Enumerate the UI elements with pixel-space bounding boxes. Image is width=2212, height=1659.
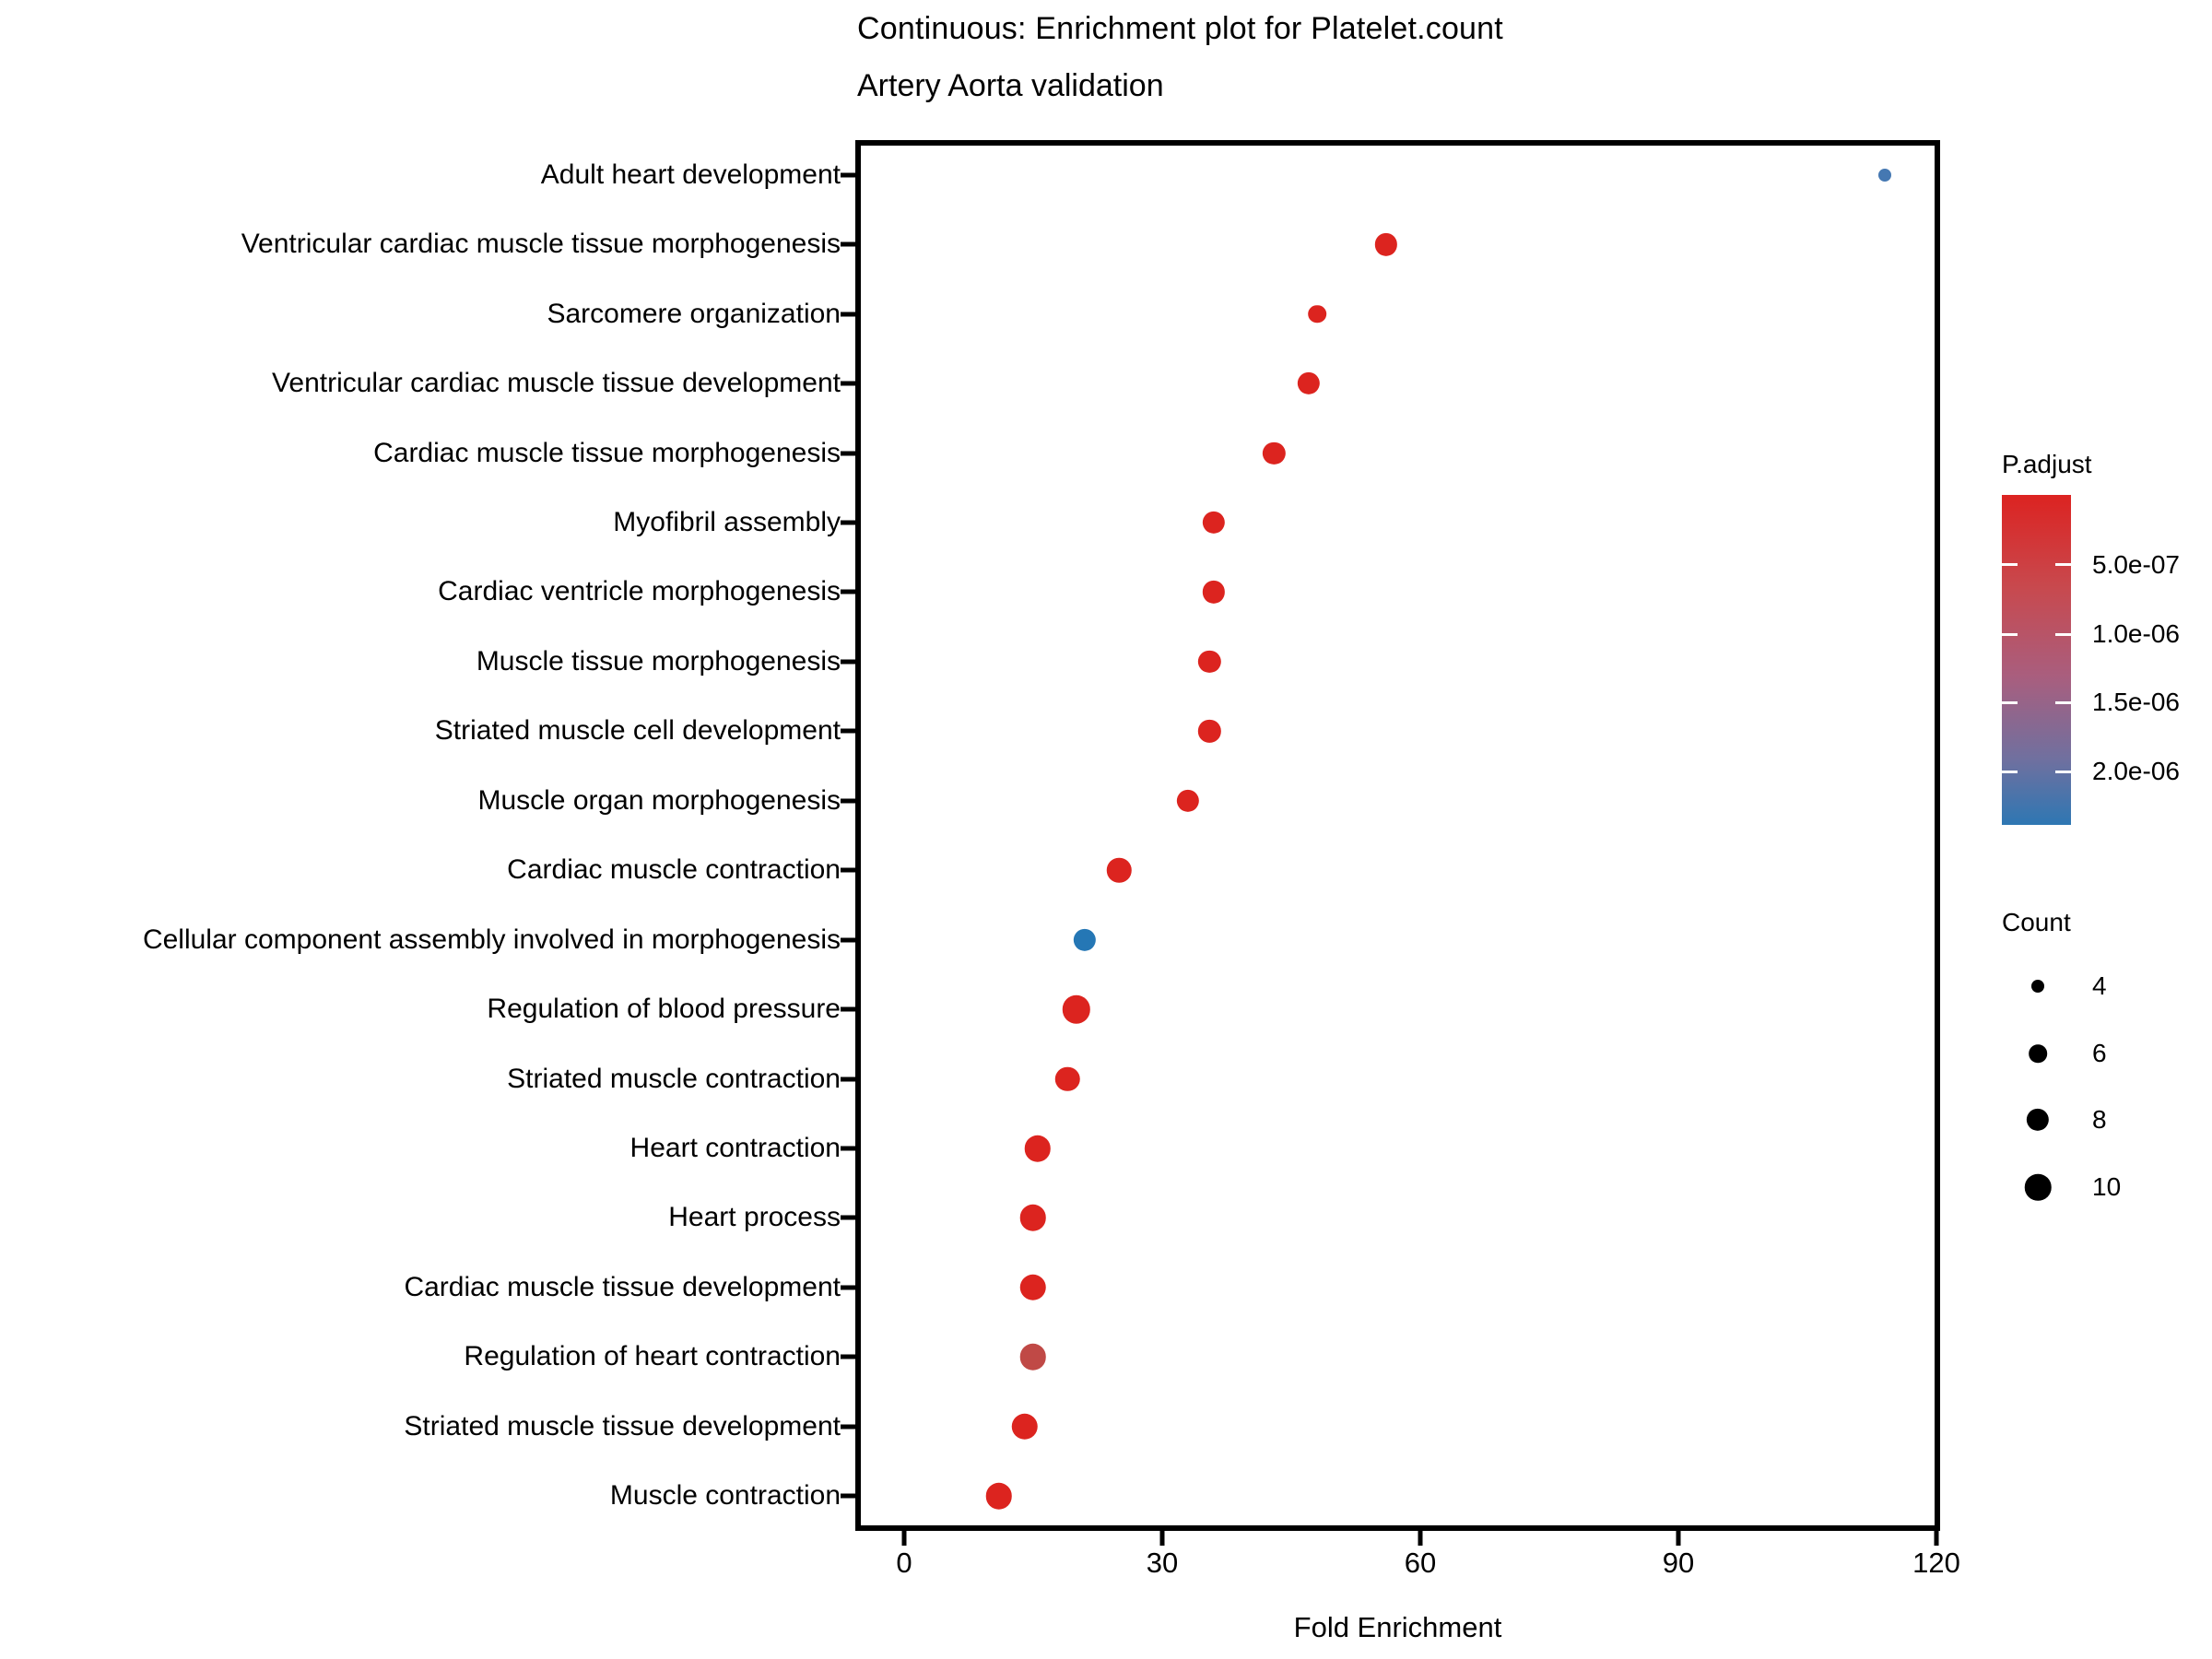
y-axis-tick xyxy=(841,867,855,873)
padjust-legend-title: P.adjust xyxy=(2002,450,2092,478)
data-point xyxy=(1202,511,1226,535)
y-axis-tick xyxy=(841,451,855,456)
y-axis-label: Striated muscle contraction xyxy=(507,1063,841,1094)
y-axis-label: Muscle contraction xyxy=(609,1480,841,1512)
data-point xyxy=(1297,371,1320,395)
count-legend-label: 4 xyxy=(2092,971,2107,1000)
plot-panel xyxy=(855,140,1940,1531)
y-axis-tick xyxy=(841,728,855,734)
colorbar-tick-dash xyxy=(2002,770,2018,773)
y-axis-tick xyxy=(841,1006,855,1012)
x-axis-tick xyxy=(1934,1531,1939,1546)
y-axis-label: Striated muscle tissue development xyxy=(404,1410,841,1441)
count-legend-dot xyxy=(2031,980,2044,993)
padjust-colorbar xyxy=(2002,495,2071,825)
y-axis-label: Ventricular cardiac muscle tissue morpho… xyxy=(241,229,841,260)
data-point xyxy=(1055,1066,1080,1091)
colorbar-tick-dash xyxy=(2002,563,2018,567)
y-axis-tick xyxy=(841,1285,855,1290)
y-axis-tick xyxy=(841,241,855,247)
data-point xyxy=(1374,233,1397,256)
y-axis-tick xyxy=(841,1146,855,1151)
data-point xyxy=(1308,304,1326,324)
x-axis-tick-label: 90 xyxy=(1662,1547,1695,1579)
x-axis-tick-label: 120 xyxy=(1912,1547,1960,1579)
data-point xyxy=(1107,857,1132,883)
data-point xyxy=(1877,168,1891,182)
y-axis-tick xyxy=(841,312,855,317)
y-axis-label: Sarcomere organization xyxy=(547,298,841,329)
y-axis-label: Cardiac ventricle morphogenesis xyxy=(438,576,841,607)
data-point xyxy=(1019,1274,1047,1301)
data-point xyxy=(1176,789,1200,812)
colorbar-tick-dash xyxy=(2002,632,2018,636)
colorbar-tick-label: 2.0e-06 xyxy=(2092,757,2180,785)
colorbar-tick-dash xyxy=(2002,700,2018,704)
plot-subtitle: Artery Aorta validation xyxy=(857,68,1164,103)
y-axis-tick xyxy=(841,1354,855,1359)
y-axis-tick xyxy=(841,937,855,943)
y-axis-tick xyxy=(841,589,855,594)
data-point xyxy=(1019,1205,1047,1231)
count-legend-title: Count xyxy=(2002,908,2071,936)
y-axis-tick xyxy=(841,659,855,665)
y-axis-tick xyxy=(841,520,855,525)
data-point xyxy=(1011,1413,1038,1441)
count-legend-label: 6 xyxy=(2092,1039,2107,1067)
data-point xyxy=(1202,581,1226,604)
count-legend-dot xyxy=(2029,1044,2047,1063)
count-legend-dot xyxy=(2026,1108,2050,1132)
y-axis-label: Myofibril assembly xyxy=(613,506,841,537)
colorbar-tick-dash xyxy=(2055,563,2071,567)
colorbar-tick-dash xyxy=(2055,632,2071,636)
data-point xyxy=(1073,928,1097,951)
y-axis-tick xyxy=(841,1424,855,1430)
x-axis-tick xyxy=(1159,1531,1165,1546)
y-axis-label: Cardiac muscle contraction xyxy=(507,854,841,886)
y-axis-label: Muscle tissue morphogenesis xyxy=(476,645,841,677)
y-axis-label: Cellular component assembly involved in … xyxy=(142,924,841,955)
y-axis-tick xyxy=(841,1493,855,1499)
y-axis-label: Heart process xyxy=(668,1202,841,1233)
y-axis-label: Ventricular cardiac muscle tissue develo… xyxy=(272,368,841,399)
y-axis-tick xyxy=(841,1077,855,1082)
data-point xyxy=(1263,441,1286,465)
count-legend-label: 8 xyxy=(2092,1105,2107,1134)
colorbar-tick-label: 1.0e-06 xyxy=(2092,619,2180,649)
y-axis-label: Muscle organ morphogenesis xyxy=(477,784,841,816)
data-point xyxy=(1198,720,1221,743)
y-axis-label: Cardiac muscle tissue morphogenesis xyxy=(373,437,841,468)
y-axis-tick xyxy=(841,1215,855,1220)
colorbar-tick-label: 1.5e-06 xyxy=(2092,688,2180,717)
data-point xyxy=(1019,1344,1047,1371)
plot-title: Continuous: Enrichment plot for Platelet… xyxy=(857,11,1503,46)
y-axis-label: Cardiac muscle tissue development xyxy=(404,1271,841,1302)
y-axis-tick xyxy=(841,798,855,804)
x-axis-tick xyxy=(901,1531,907,1546)
x-axis-tick xyxy=(1418,1531,1423,1546)
y-axis-tick xyxy=(841,381,855,386)
data-point xyxy=(985,1483,1012,1510)
y-axis-label: Regulation of heart contraction xyxy=(464,1341,841,1372)
count-legend-dot xyxy=(2024,1173,2052,1201)
x-axis-title: Fold Enrichment xyxy=(1293,1611,1502,1643)
data-point xyxy=(1062,994,1090,1024)
x-axis-tick xyxy=(1676,1531,1681,1546)
y-axis-label: Adult heart development xyxy=(540,159,841,190)
colorbar-tick-dash xyxy=(2055,700,2071,704)
data-point xyxy=(1198,650,1221,674)
y-axis-label: Heart contraction xyxy=(629,1133,841,1164)
y-axis-tick xyxy=(841,172,855,178)
x-axis-tick-label: 30 xyxy=(1146,1547,1179,1579)
colorbar-tick-dash xyxy=(2055,770,2071,773)
colorbar-tick-label: 5.0e-07 xyxy=(2092,549,2180,579)
x-axis-tick-label: 0 xyxy=(896,1547,912,1579)
count-legend-label: 10 xyxy=(2092,1172,2122,1201)
x-axis-tick-label: 60 xyxy=(1404,1547,1437,1579)
y-axis-label: Striated muscle cell development xyxy=(434,715,841,747)
data-point xyxy=(1024,1135,1051,1162)
y-axis-label: Regulation of blood pressure xyxy=(487,994,841,1025)
